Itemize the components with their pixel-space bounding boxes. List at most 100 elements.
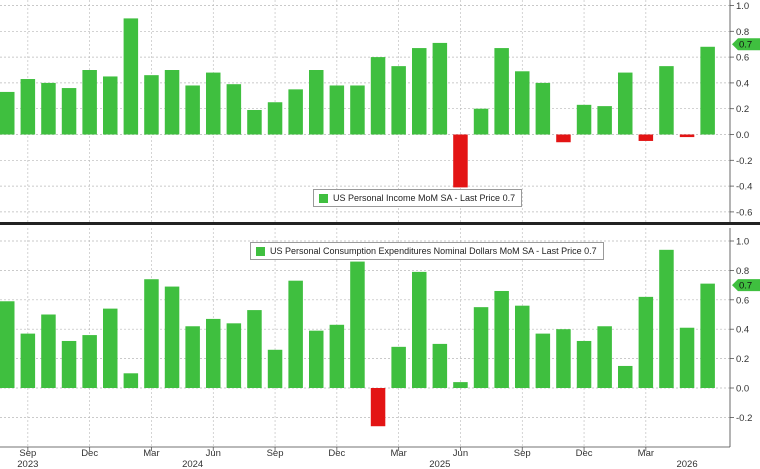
pce-bar [123,373,139,388]
pce-ytick-label: 0.2 [736,354,749,365]
income-ytick-label: 0.6 [736,53,749,64]
pce-bar [638,296,654,388]
pce-ytick-label: 0.0 [736,384,749,395]
pce-last-price-label: 0.7 [739,281,752,292]
income-bar [556,134,571,143]
income-bar [329,85,345,135]
pce-bar [618,365,633,388]
pce-bar [185,326,200,388]
income-bar [20,79,36,135]
x-month-label: Dec [81,448,98,459]
pce-bar [515,305,530,388]
income-bar [288,89,303,135]
x-year-label: 2026 [676,459,697,469]
income-bar [412,48,427,135]
pce-bar [267,349,283,388]
income-bar [515,71,530,135]
x-month-label: Sep [267,448,284,459]
pce-ytick-label: 1.0 [736,237,749,248]
income-bar [679,134,695,138]
pce-bar [82,335,97,388]
pce-bar [659,249,674,388]
pce-bar [700,283,715,388]
x-month-label: Mar [390,448,406,459]
pce-ytick-label: 0.6 [736,295,749,306]
pce-bar [61,340,77,388]
x-month-label: Jun [453,448,468,459]
x-month-label: Sep [19,448,36,459]
pce-bar [20,333,36,388]
pce-bar [535,333,551,388]
income-panel: 1.0 0.8 0.6 0.4 0.2 0.0 -0.2 -0.4 -0.6 0.7 [0,0,760,222]
pce-bar [309,330,324,388]
x-month-label: Mar [638,448,654,459]
x-year-label: 2023 [17,459,38,469]
income-bar [432,42,448,135]
pce-bar [41,314,56,388]
income-bar [144,75,159,135]
x-year-label: 2025 [429,459,450,469]
income-bar [0,91,15,135]
pce-panel: 1.0 0.8 0.6 0.4 0.2 0.0 -0.2 0.7 [0,228,760,447]
income-ytick-label: 0.2 [736,104,749,115]
income-ytick-label: -0.2 [736,156,752,167]
x-axis-band [0,447,760,469]
x-month-label: Dec [576,448,593,459]
income-legend-text: US Personal Income MoM SA - Last Price 0… [333,193,516,203]
pce-bar [494,290,509,388]
pce-ytick-label: 0.4 [736,325,749,336]
pce-bar [329,324,345,388]
pce-ytick-label: -0.2 [736,413,752,424]
income-bar [576,104,592,135]
income-ytick-label: 0.8 [736,27,749,38]
income-bar [370,57,386,135]
income-bar [267,102,283,135]
income-bar [226,84,242,135]
income-bar [700,46,715,135]
pce-legend-text: US Personal Consumption Expenditures Nom… [270,246,597,256]
income-bar [473,108,489,135]
income-bar [164,70,180,135]
income-bar [638,134,654,141]
income-bar [659,66,674,135]
pce-bar [144,279,159,388]
pce-bar [288,280,303,388]
pce-legend: US Personal Consumption Expenditures Nom… [250,242,604,260]
pce-bar [556,329,571,388]
income-bar [618,72,633,135]
pce-bar [226,323,242,388]
income-bar [535,82,551,135]
income-bar [494,48,509,135]
pce-bar [370,388,386,427]
income-ytick-label: 1.0 [736,1,749,12]
income-bar [597,106,612,135]
pce-bar [391,346,406,388]
income-bar [247,109,262,135]
pce-bar [597,326,612,388]
income-bar [350,85,365,135]
pce-ytick-label: 0.8 [736,266,749,277]
pce-legend-swatch [256,246,265,256]
income-bar [206,72,221,135]
x-month-label: Jun [206,448,221,459]
income-last-price-label: 0.7 [739,40,752,51]
pce-bar [350,261,365,388]
income-bar [82,70,97,135]
x-month-label: Mar [143,448,159,459]
pce-bar [576,340,592,388]
pce-bar [164,286,180,388]
income-bar [103,76,118,135]
x-year-label: 2024 [182,459,203,469]
x-month-label: Sep [514,448,531,459]
pce-bar [0,301,15,388]
income-bar [41,82,56,135]
income-ytick-label: 0.4 [736,78,749,89]
pce-bar [679,327,695,388]
pce-bar [103,308,118,388]
pce-bar [412,271,427,388]
pce-bar [432,343,448,388]
income-bar [185,85,200,135]
income-legend: US Personal Income MoM SA - Last Price 0… [313,189,523,207]
income-ytick-label: -0.6 [736,207,752,218]
